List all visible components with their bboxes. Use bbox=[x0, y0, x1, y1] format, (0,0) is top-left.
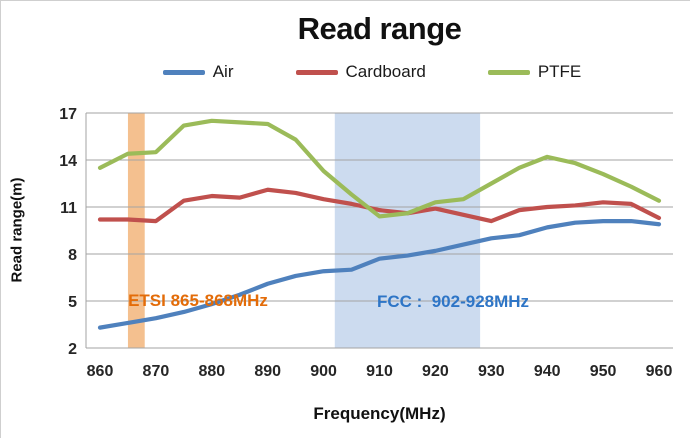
x-tick-label-940: 940 bbox=[534, 363, 561, 380]
y-tick-label-14: 14 bbox=[59, 153, 77, 170]
legend: Air Cardboard PTFE bbox=[1, 62, 690, 82]
series-line-cardboard bbox=[97, 187, 662, 224]
x-tick-label-880: 880 bbox=[198, 363, 225, 380]
legend-item-ptfe: PTFE bbox=[487, 62, 582, 82]
x-tick-label-860: 860 bbox=[87, 363, 114, 380]
legend-item-air: Air bbox=[162, 62, 234, 82]
series-line-ptfe bbox=[97, 118, 662, 219]
x-tick-label-930: 930 bbox=[478, 363, 505, 380]
series-line-air bbox=[97, 219, 662, 330]
y-axis-title: Read range(m) bbox=[8, 177, 26, 283]
fcc-band bbox=[334, 113, 481, 348]
legend-label-cardboard: Cardboard bbox=[345, 62, 426, 81]
etsi-band bbox=[127, 113, 145, 348]
x-tick-label-960: 960 bbox=[646, 363, 673, 380]
legend-label-air: Air bbox=[212, 62, 234, 81]
y-tick-label-11: 11 bbox=[60, 200, 77, 217]
x-tick-label-890: 890 bbox=[254, 363, 281, 380]
x-tick-label-910: 910 bbox=[366, 363, 393, 380]
y-tick-label-8: 8 bbox=[68, 247, 77, 264]
chart-title: Read range bbox=[297, 11, 462, 46]
x-tick-label-870: 870 bbox=[143, 363, 170, 380]
x-tick-label-950: 950 bbox=[590, 363, 617, 380]
y-tick-label-2: 2 bbox=[68, 341, 77, 358]
legend-item-cardboard: Cardboard bbox=[295, 62, 426, 82]
etsi-band-label: ETSI 865-868MHz bbox=[128, 291, 268, 310]
x-tick-label-920: 920 bbox=[422, 363, 449, 380]
legend-label-ptfe: PTFE bbox=[537, 62, 582, 81]
x-tick-label-900: 900 bbox=[310, 363, 337, 380]
legend-swatch-air bbox=[162, 69, 205, 75]
legend-swatch-ptfe bbox=[487, 69, 530, 75]
legend-swatch-cardboard bbox=[295, 69, 338, 75]
y-tick-label-17: 17 bbox=[59, 106, 77, 123]
fcc-band-label: FCC : 902-928MHz bbox=[376, 292, 530, 311]
y-tick-label-5: 5 bbox=[68, 294, 77, 311]
x-axis-title: Frequency(MHz) bbox=[313, 404, 446, 423]
